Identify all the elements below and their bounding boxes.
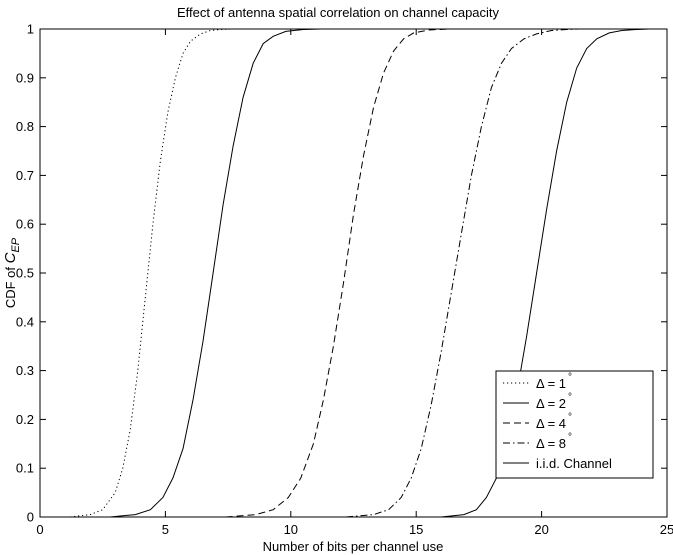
curves-group — [40, 28, 667, 518]
x-axis-label: Number of bits per channel use — [263, 539, 444, 554]
series-line-3 — [225, 28, 667, 518]
legend-label: i.i.d. Channel — [536, 456, 612, 471]
legend-label-degree: ° — [568, 392, 572, 403]
y-tick-label: 0.4 — [16, 314, 34, 329]
x-tick-label: 0 — [36, 522, 43, 537]
y-tick-label: 0.6 — [16, 217, 34, 232]
x-tick-label: 15 — [409, 522, 423, 537]
legend-label-main: Δ = 8 — [536, 436, 566, 451]
y-tick-label: 0.7 — [16, 168, 34, 183]
legend-label: Δ = 8 ° — [536, 432, 572, 451]
legend-label: Δ = 2 ° — [536, 392, 572, 411]
legend-label-main: Δ = 1 — [536, 376, 566, 391]
chart-title: Effect of antenna spatial correlation on… — [177, 5, 500, 20]
y-axis-label-symbol: C — [2, 252, 19, 263]
x-axis-ticks: 0 5 10 15 20 25 — [36, 29, 673, 537]
legend-items: Δ = 1 °Δ = 2 °Δ = 4 °Δ = 8 °i.i.d. Channel — [503, 372, 612, 471]
plot-area: 0 5 10 15 20 25 0 0.1 0.2 0.3 0.4 0.5 0.6 0.7 0.8 0.9 1 — [16, 22, 673, 538]
y-axis-label-subscript: EP — [10, 237, 22, 252]
y-tick-label: 0.8 — [16, 119, 34, 134]
y-tick-label: 0.9 — [16, 70, 34, 85]
x-tick-label: 10 — [284, 522, 298, 537]
legend-box — [495, 370, 654, 479]
series-line-2 — [110, 28, 667, 518]
y-tick-label: 0.5 — [16, 266, 34, 281]
legend: Δ = 1 °Δ = 2 °Δ = 4 °Δ = 8 °i.i.d. Channel — [495, 370, 654, 479]
x-tick-label: 5 — [162, 522, 169, 537]
series-line-4 — [345, 28, 667, 518]
y-axis-label-prefix: CDF of — [3, 263, 18, 308]
y-tick-label: 0.2 — [16, 412, 34, 427]
y-tick-label: 1 — [27, 22, 34, 37]
y-axis-ticks: 0 0.1 0.2 0.3 0.4 0.5 0.6 0.7 0.8 0.9 1 — [16, 22, 667, 525]
legend-label-main: i.i.d. Channel — [536, 456, 612, 471]
x-tick-label: 20 — [534, 522, 548, 537]
legend-label-degree: ° — [568, 412, 572, 423]
y-axis-label: CDF of CEP — [2, 237, 22, 308]
y-tick-label: 0.3 — [16, 363, 34, 378]
legend-label-degree: ° — [568, 432, 572, 443]
legend-label-main: Δ = 4 — [536, 416, 566, 431]
x-tick-label: 25 — [660, 522, 673, 537]
legend-label: Δ = 1 ° — [536, 372, 572, 391]
legend-label-main: Δ = 2 — [536, 396, 566, 411]
legend-label-degree: ° — [568, 372, 572, 383]
y-tick-label: 0.1 — [16, 461, 34, 476]
series-line-5 — [441, 28, 667, 518]
legend-label: Δ = 4 ° — [536, 412, 572, 431]
y-tick-label: 0 — [27, 510, 34, 525]
